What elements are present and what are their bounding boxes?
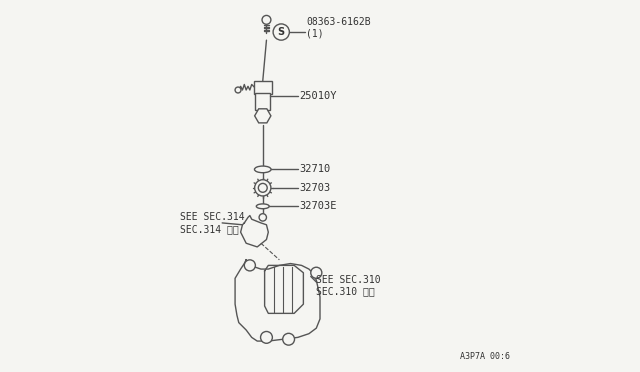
Circle shape (273, 24, 289, 40)
Circle shape (311, 267, 322, 278)
FancyBboxPatch shape (255, 93, 270, 110)
Text: 32710: 32710 (300, 164, 331, 174)
Text: 32703: 32703 (300, 183, 331, 193)
Circle shape (259, 183, 268, 192)
Circle shape (259, 214, 266, 221)
Text: SEE SEC.314
SEC.314 参照: SEE SEC.314 SEC.314 参照 (180, 212, 244, 234)
Circle shape (262, 15, 271, 24)
Text: S: S (278, 27, 285, 37)
Text: 25010Y: 25010Y (300, 90, 337, 100)
Text: 08363-6162B
(1): 08363-6162B (1) (307, 17, 371, 38)
Circle shape (244, 260, 255, 271)
Polygon shape (255, 109, 271, 123)
Circle shape (260, 331, 273, 343)
Ellipse shape (256, 204, 269, 209)
FancyBboxPatch shape (253, 81, 272, 94)
Text: SEE SEC.310
SEC.310 参照: SEE SEC.310 SEC.310 参照 (316, 275, 381, 296)
Ellipse shape (255, 166, 271, 173)
Circle shape (255, 180, 271, 196)
Circle shape (235, 87, 241, 93)
Text: A3P7A 00:6: A3P7A 00:6 (460, 352, 510, 361)
Circle shape (283, 333, 294, 345)
Text: 32703E: 32703E (300, 201, 337, 211)
